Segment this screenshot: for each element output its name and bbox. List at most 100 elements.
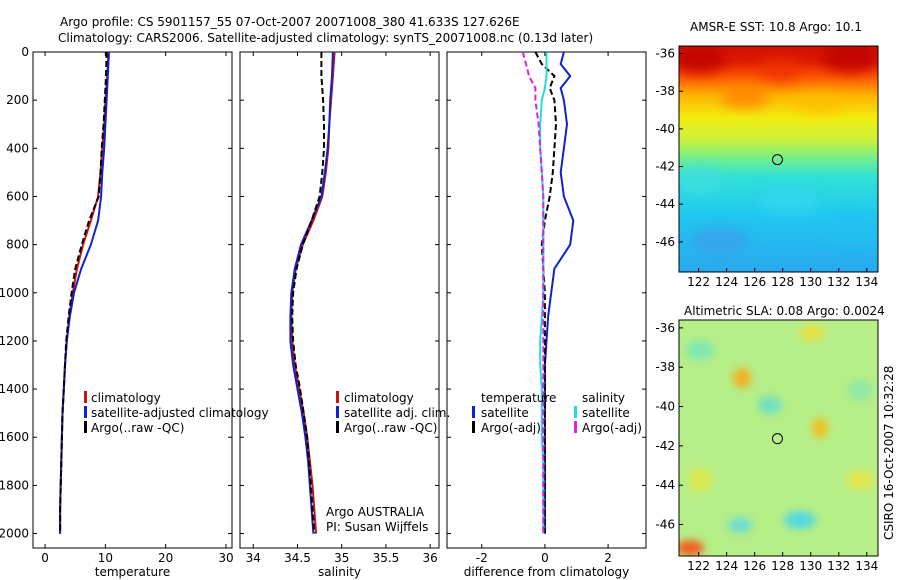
legend-swatch-climatology bbox=[84, 391, 87, 403]
figure-title-line2: Climatology: CARS2006. Satellite-adjuste… bbox=[58, 31, 593, 45]
depth-tick-label: 1800 bbox=[0, 478, 29, 492]
sla-map-lat-label: -44 bbox=[655, 478, 675, 492]
sla-map bbox=[679, 320, 878, 556]
legend-label-sal-argo: Argo(-adj) bbox=[582, 421, 642, 435]
sst-map-float-marker bbox=[771, 154, 783, 166]
sst-map-lat-label: -36 bbox=[655, 47, 675, 61]
sla-map-lat-label: -36 bbox=[655, 321, 675, 335]
credit-label: CSIRO 16-Oct-2007 10:32:28 bbox=[882, 366, 896, 540]
sst-map-lat-label: -38 bbox=[655, 84, 675, 98]
temperature-series-satellite-adjusted-climatology bbox=[59, 51, 110, 534]
sst-map-lat-label: -46 bbox=[655, 235, 675, 249]
depth-tick-label: 2000 bbox=[0, 527, 29, 541]
sla-map-title: Altimetric SLA: 0.08 Argo: 0.0024 bbox=[684, 304, 885, 318]
legend-swatch-satellite bbox=[84, 406, 87, 418]
legend-swatch-sal-satellite bbox=[574, 406, 577, 418]
sla-map-lat-label: -38 bbox=[655, 360, 675, 374]
legend-label-temp-argo: Argo(-adj) bbox=[481, 421, 541, 435]
temperature-xtick-label: 20 bbox=[158, 551, 173, 565]
depth-tick-label: 1400 bbox=[0, 382, 29, 396]
sla-map-float-marker bbox=[771, 433, 783, 445]
legend-swatch-climatology bbox=[336, 391, 339, 403]
legend-label-satellite: satellite adj. clim. bbox=[344, 406, 450, 420]
temperature-axes-frame bbox=[32, 51, 233, 549]
sst-map bbox=[679, 46, 878, 272]
depth-tick-label: 200 bbox=[6, 93, 29, 107]
sst-map-title: AMSR-E SST: 10.8 Argo: 10.1 bbox=[690, 20, 862, 34]
depth-tick-label: 400 bbox=[6, 141, 29, 155]
difference-xtick-label: 0 bbox=[541, 551, 549, 565]
depth-tick-label: 1000 bbox=[0, 286, 29, 300]
legend-label-argo: Argo(..raw -QC) bbox=[344, 421, 437, 435]
difference-xtick-label: -2 bbox=[476, 551, 488, 565]
temperature-xlabel: temperature bbox=[95, 565, 170, 579]
sst-texture bbox=[679, 46, 878, 254]
sst-map-lon-label: 134 bbox=[855, 275, 878, 289]
legend-label-climatology: climatology bbox=[344, 391, 414, 405]
temperature-legend: climatology satellite-adjusted climatolo… bbox=[84, 391, 269, 435]
depth-tick-label: 1200 bbox=[0, 334, 29, 348]
difference-xtick-label: 2 bbox=[604, 551, 612, 565]
sla-map-lon-label: 128 bbox=[771, 559, 794, 573]
salinity-xlabel: salinity bbox=[318, 565, 361, 579]
sst-map-lat-label: -44 bbox=[655, 197, 675, 211]
sst-map-lon-label: 126 bbox=[743, 275, 766, 289]
salinity-axes-frame bbox=[239, 51, 440, 549]
sla-map-lat-label: -40 bbox=[655, 400, 675, 414]
sla-map-lon-label: 126 bbox=[743, 559, 766, 573]
sla-map-lat-label: -42 bbox=[655, 439, 675, 453]
temperature-panel: 0 10 20 30 temperature 0 200 400 600 800 1000 1200 1… bbox=[0, 45, 234, 579]
sla-map-lon-label: 130 bbox=[799, 559, 822, 573]
legend-swatch-temp-satellite bbox=[472, 406, 475, 418]
salinity-xtick-label: 34.5 bbox=[284, 551, 311, 565]
difference-axes-frame bbox=[446, 51, 647, 549]
legend-title-temperature: temperature bbox=[481, 391, 556, 405]
sst-map-lon-label: 128 bbox=[771, 275, 794, 289]
sst-map-lon-label: 132 bbox=[827, 275, 850, 289]
salinity-series-argo-raw-qc- bbox=[291, 52, 325, 534]
sla-map-lon-label: 132 bbox=[827, 559, 850, 573]
salinity-xtick-label: 34 bbox=[246, 551, 261, 565]
difference-xlabel: difference from climatology bbox=[464, 565, 630, 579]
temperature-xtick-label: 10 bbox=[98, 551, 113, 565]
pi-label: PI: Susan Wijffels bbox=[326, 520, 428, 534]
depth-tick-label: 800 bbox=[6, 238, 29, 252]
salinity-xtick-label: 35 bbox=[334, 551, 349, 565]
legend-label-satellite-adjusted: satellite-adjusted climatology bbox=[91, 406, 269, 420]
legend-label-climatology: climatology bbox=[91, 391, 161, 405]
salinity-series-satellite-adj-clim- bbox=[289, 51, 334, 534]
depth-tick-label: 0 bbox=[21, 45, 29, 59]
sla-map-lat-label: -46 bbox=[655, 518, 675, 532]
legend-swatch-argo bbox=[84, 421, 87, 433]
difference-legend: temperature salinity satellite Argo(-adj… bbox=[472, 391, 642, 435]
legend-title-salinity: salinity bbox=[582, 391, 625, 405]
temperature-xtick-label: 0 bbox=[41, 551, 49, 565]
sla-field bbox=[679, 320, 878, 556]
sst-map-lat-label: -42 bbox=[655, 160, 675, 174]
legend-swatch-temp-argo bbox=[472, 421, 475, 433]
legend-swatch-argo bbox=[336, 421, 339, 433]
difference-series-salinity-argo-adj- bbox=[521, 51, 545, 534]
sla-map-lon-label: 134 bbox=[855, 559, 878, 573]
legend-swatch-sal-argo bbox=[574, 421, 577, 433]
salinity-series-climatology bbox=[290, 51, 336, 534]
sst-map-lon-label: 124 bbox=[715, 275, 738, 289]
figure-title-line1: Argo profile: CS 5901157_55 07-Oct-2007 … bbox=[60, 15, 520, 29]
temperature-xtick-label: 30 bbox=[218, 551, 233, 565]
legend-label-argo: Argo(..raw -QC) bbox=[91, 421, 184, 435]
legend-swatch-satellite bbox=[336, 406, 339, 418]
depth-tick-label: 600 bbox=[6, 189, 29, 203]
temperature-series-argo-raw-qc- bbox=[59, 51, 108, 534]
sla-map-frame bbox=[678, 319, 879, 557]
legend-label-sal-satellite: satellite bbox=[582, 406, 630, 420]
argo-org-label: Argo AUSTRALIA bbox=[326, 505, 425, 519]
sst-map-lat-label: -40 bbox=[655, 122, 675, 136]
legend-label-temp-satellite: satellite bbox=[481, 406, 529, 420]
salinity-xtick-label: 36 bbox=[423, 551, 438, 565]
sst-map-lon-label: 122 bbox=[687, 275, 710, 289]
sst-map-frame bbox=[678, 45, 879, 273]
generated-marks: 122 124 126 128 130 132 134 -36 -38 -40 -42 -44 -46 1… bbox=[655, 47, 878, 573]
